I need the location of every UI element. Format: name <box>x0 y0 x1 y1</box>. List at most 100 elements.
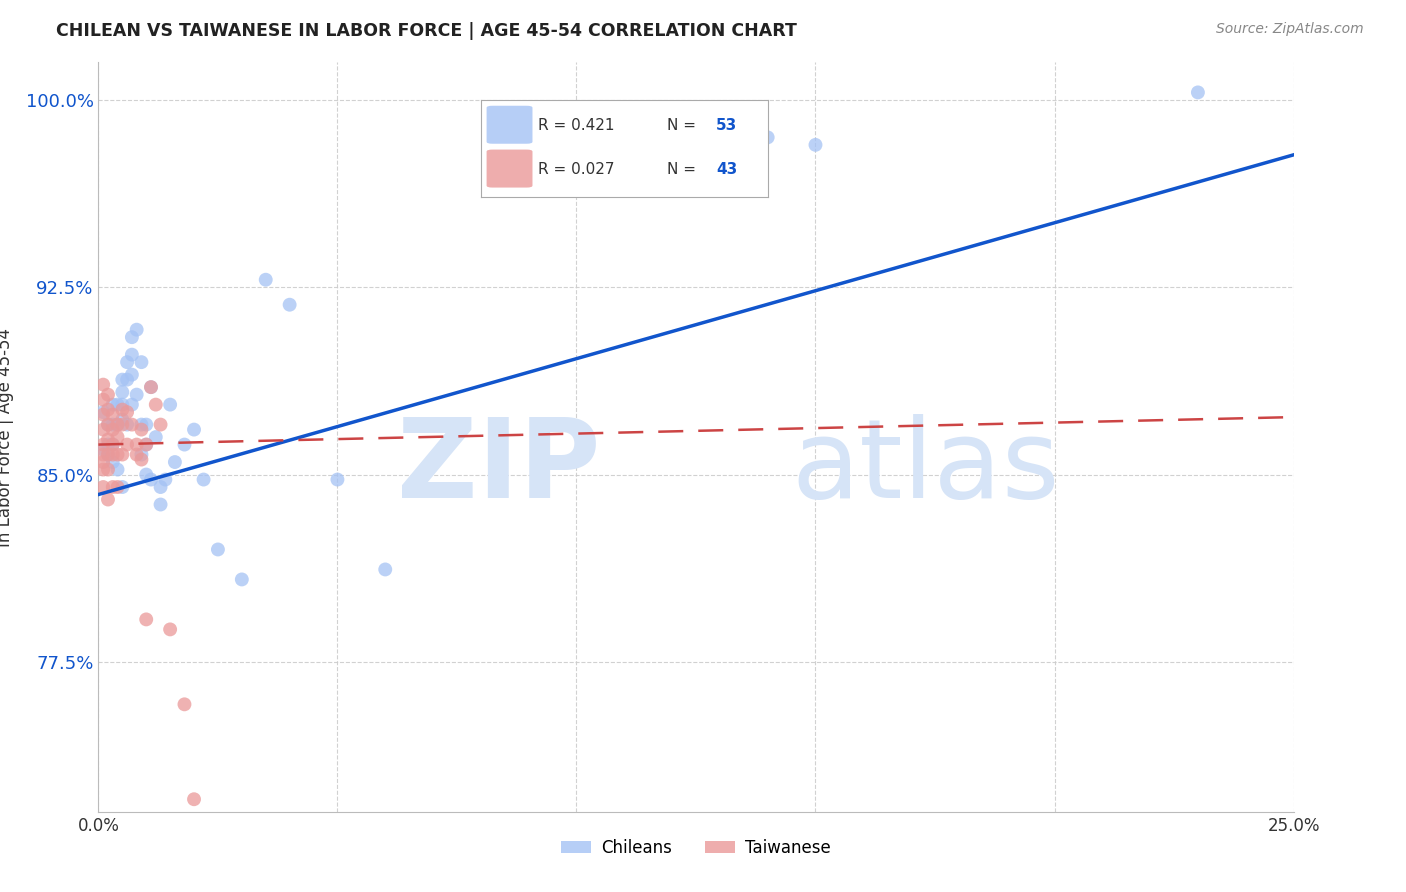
Point <box>111 417 134 432</box>
Text: CHILEAN VS TAIWANESE IN LABOR FORCE | AGE 45-54 CORRELATION CHART: CHILEAN VS TAIWANESE IN LABOR FORCE | AG… <box>56 22 797 40</box>
Point <box>111 398 134 412</box>
Point <box>111 385 134 400</box>
Point <box>254 273 277 287</box>
Point <box>121 417 143 432</box>
Point <box>101 437 124 451</box>
Point <box>97 417 120 432</box>
Point <box>91 480 114 494</box>
Point <box>135 437 157 451</box>
Point <box>145 398 167 412</box>
Point <box>97 387 120 401</box>
Point <box>159 623 181 637</box>
Point <box>326 473 349 487</box>
Point <box>121 368 143 382</box>
Point <box>135 467 157 482</box>
Point <box>101 417 124 432</box>
Point <box>91 462 114 476</box>
Point <box>131 452 153 467</box>
Point <box>115 437 138 451</box>
Point <box>135 612 157 626</box>
Point <box>193 473 215 487</box>
Point <box>135 437 157 451</box>
Point <box>91 405 114 419</box>
Point <box>125 323 148 337</box>
Point <box>91 442 114 457</box>
Point <box>111 412 134 426</box>
Point <box>97 492 120 507</box>
Point <box>1187 86 1209 100</box>
Point <box>139 380 162 394</box>
Point <box>97 402 120 417</box>
Point <box>121 398 143 412</box>
Point <box>101 480 124 494</box>
Point <box>107 480 129 494</box>
Point <box>374 562 396 576</box>
Point <box>91 423 114 437</box>
Point <box>107 398 129 412</box>
Point <box>97 448 120 462</box>
Text: Source: ZipAtlas.com: Source: ZipAtlas.com <box>1216 22 1364 37</box>
Text: atlas: atlas <box>792 414 1060 521</box>
Point <box>101 437 124 451</box>
Point <box>101 408 124 422</box>
Point <box>101 455 124 469</box>
Point <box>111 402 134 417</box>
Point <box>709 123 731 137</box>
Point <box>121 348 143 362</box>
Point <box>111 480 134 494</box>
Point <box>97 448 120 462</box>
Point <box>91 408 114 422</box>
Point <box>107 448 129 462</box>
Point <box>131 448 153 462</box>
Point <box>155 473 177 487</box>
Point <box>159 398 181 412</box>
Point <box>756 130 779 145</box>
Point <box>278 298 301 312</box>
Point <box>91 437 114 451</box>
Point <box>207 542 229 557</box>
Point <box>107 417 129 432</box>
Point <box>101 448 124 462</box>
Point <box>97 417 120 432</box>
Point <box>97 462 120 476</box>
Point <box>173 437 195 451</box>
Point <box>139 473 162 487</box>
Point <box>231 573 253 587</box>
Point <box>107 430 129 444</box>
Point <box>91 392 114 407</box>
Point <box>97 437 120 451</box>
Y-axis label: In Labor Force | Age 45-54: In Labor Force | Age 45-54 <box>0 327 14 547</box>
Point <box>145 430 167 444</box>
Point <box>111 373 134 387</box>
Point <box>139 380 162 394</box>
Point <box>131 417 153 432</box>
Point <box>135 417 157 432</box>
Point <box>125 387 148 401</box>
Point <box>121 330 143 344</box>
Point <box>149 417 172 432</box>
Point <box>131 423 153 437</box>
Point <box>183 423 205 437</box>
Point <box>107 462 129 476</box>
Text: ZIP: ZIP <box>396 414 600 521</box>
Point <box>97 433 120 447</box>
Legend: Chileans, Taiwanese: Chileans, Taiwanese <box>554 832 838 863</box>
Point <box>107 417 129 432</box>
Point <box>183 792 205 806</box>
Point <box>91 448 114 462</box>
Point <box>163 455 186 469</box>
Point <box>115 405 138 419</box>
Point <box>91 455 114 469</box>
Point <box>804 137 827 152</box>
Point <box>149 498 172 512</box>
Point <box>115 417 138 432</box>
Point <box>115 373 138 387</box>
Point <box>149 480 172 494</box>
Point <box>101 398 124 412</box>
Point <box>173 698 195 712</box>
Point <box>125 437 148 451</box>
Point <box>115 355 138 369</box>
Point <box>131 355 153 369</box>
Point <box>101 423 124 437</box>
Point <box>91 377 114 392</box>
